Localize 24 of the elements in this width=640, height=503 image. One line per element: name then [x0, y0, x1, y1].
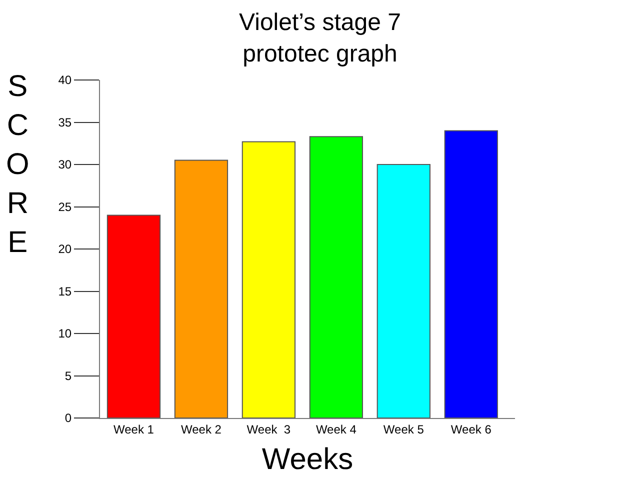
x-tick-label: Week 3: [246, 422, 291, 436]
bar: [106, 214, 161, 418]
y-tick-label: 30: [58, 158, 72, 172]
x-tick-label: Week 6: [450, 422, 492, 436]
y-tick-label: 5: [64, 368, 72, 383]
y-tick-label: 15: [58, 284, 72, 298]
y-axis-title: SCORE: [6, 70, 30, 259]
y-tick-label: 35: [58, 115, 72, 130]
y-tick-label: 0: [64, 411, 72, 426]
x-tick-label: Week 4: [316, 422, 357, 436]
bar: [174, 160, 228, 418]
y-tick-label: 20: [58, 242, 72, 256]
bar: [242, 141, 296, 418]
x-tick-label: Week 5: [383, 422, 424, 436]
x-tick-label: Week 1: [114, 422, 154, 436]
x-tick-label: Week 2: [180, 422, 222, 436]
bar: [376, 164, 430, 418]
y-tick-label: 40: [58, 73, 72, 88]
x-axis-title: Weeks: [262, 442, 354, 476]
y-tick-label: 10: [58, 326, 72, 341]
bar: [444, 130, 498, 418]
y-tick-label: 25: [58, 200, 72, 214]
bar: [309, 136, 363, 418]
chart-title: Violet’s stage 7 prototec graph: [239, 9, 401, 68]
